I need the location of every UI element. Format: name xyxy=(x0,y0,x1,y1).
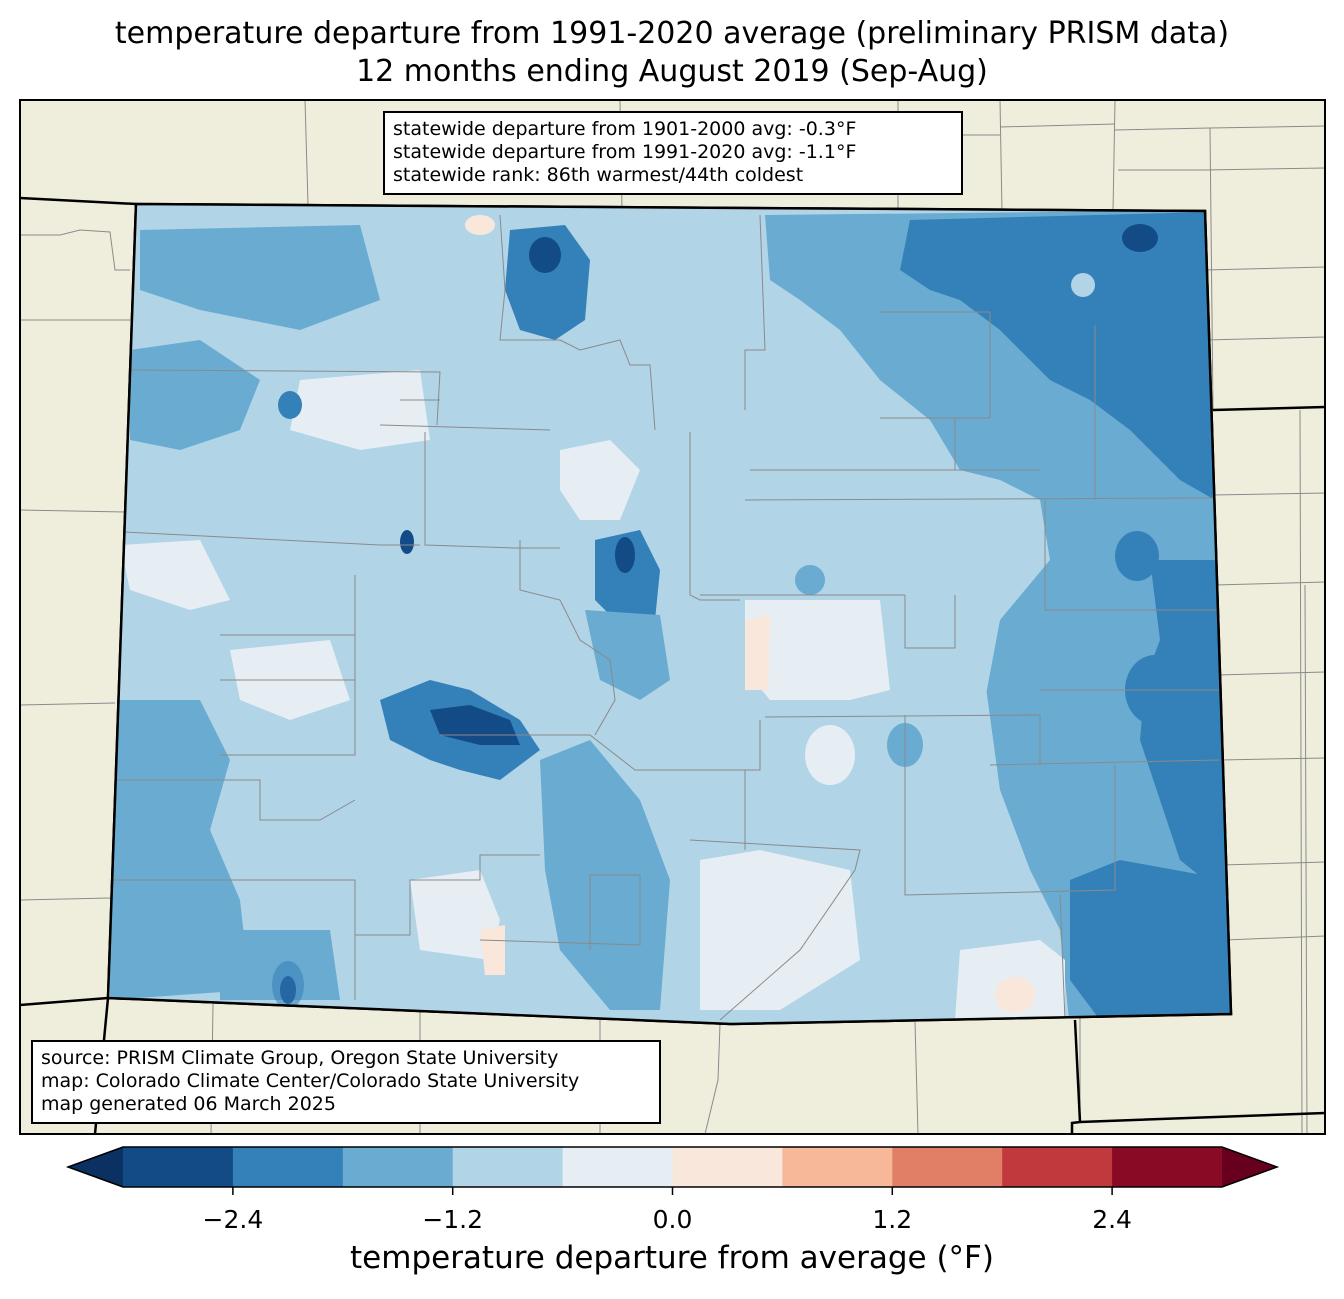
se-blob xyxy=(1120,942,1160,978)
west-dark-blob xyxy=(278,391,302,419)
ne-dark-blue xyxy=(900,212,1215,500)
north-pink xyxy=(465,215,495,235)
colorbar-bin xyxy=(782,1147,893,1187)
south-pink xyxy=(480,925,505,975)
map-frame xyxy=(19,99,1326,1135)
south-white xyxy=(410,870,500,960)
colorbar-tick-label: 0.0 xyxy=(652,1205,693,1234)
front-range-darkest xyxy=(615,537,635,573)
north-park-darkest xyxy=(529,237,561,273)
central-white-corridor xyxy=(560,440,640,520)
colorbar-tick-label: −2.4 xyxy=(202,1205,264,1234)
colorbar-label: temperature departure from average (°F) xyxy=(350,1240,994,1276)
stats-line-1901-2000: statewide departure from 1901-2000 avg: … xyxy=(393,118,857,140)
statewide-stats-box: statewide departure from 1901-2000 avg: … xyxy=(383,111,963,195)
colorbar-outline xyxy=(65,1146,1280,1188)
north-park-dark xyxy=(505,225,590,340)
se-pink xyxy=(995,977,1035,1013)
se-dark-blue-2 xyxy=(1070,860,1230,1020)
colorbar-bin xyxy=(342,1147,454,1187)
south-white-2 xyxy=(700,850,860,1010)
stats-line-rank: statewide rank: 86th warmest/44th coldes… xyxy=(393,164,804,186)
colorbar-tick-label: 1.2 xyxy=(872,1205,913,1234)
colorbar-bin xyxy=(892,1147,1003,1187)
stats-line-1991-2020: statewide departure from 1991-2020 avg: … xyxy=(393,141,857,163)
west-white-patch-2 xyxy=(120,540,230,610)
colorado-border xyxy=(106,202,1233,1026)
ne-light-spot xyxy=(1071,273,1095,297)
west-medium-blue-3 xyxy=(140,225,380,330)
source-box: source: PRISM Climate Group, Oregon Stat… xyxy=(31,1040,661,1124)
colorbar-bin xyxy=(123,1147,234,1187)
central-east-white xyxy=(745,600,890,700)
colorbar-under-arrow xyxy=(68,1147,123,1187)
colorbar-bin xyxy=(672,1147,783,1187)
colorbar-over-arrow xyxy=(1222,1147,1277,1187)
temperature-field xyxy=(108,204,1231,1024)
generated-date-line: map generated 06 March 2025 xyxy=(41,1093,336,1115)
colorbar-bin xyxy=(452,1147,564,1187)
east-blob-1 xyxy=(1115,531,1159,581)
colorbar-tick-label: 2.4 xyxy=(1092,1205,1132,1234)
front-range-medium xyxy=(585,610,670,700)
colorbar xyxy=(65,1146,1280,1195)
colorbar-bin xyxy=(1112,1147,1223,1187)
sw-dark-spot xyxy=(272,961,304,1009)
ne-medium-spot xyxy=(840,272,890,308)
west-darkest-spot xyxy=(400,530,414,554)
source-line: source: PRISM Climate Group, Oregon Stat… xyxy=(41,1047,559,1069)
se-dark-blue xyxy=(1140,560,1230,900)
colorbar-tick-label: −1.2 xyxy=(422,1205,484,1234)
map-credit-line: map: Colorado Climate Center/Colorado St… xyxy=(41,1070,580,1092)
east-medium-blob-2 xyxy=(795,565,825,595)
map-title-line1: temperature departure from 1991-2020 ave… xyxy=(114,16,1230,51)
central-pink xyxy=(745,615,770,690)
east-white-oval xyxy=(805,725,855,785)
west-white-patch xyxy=(290,370,430,450)
west-medium-blue xyxy=(130,340,260,450)
west-medium-blue-2 xyxy=(110,700,250,1000)
colorbar-bin xyxy=(232,1147,344,1187)
colorbar-bin xyxy=(1002,1147,1113,1187)
ne-darkest-spot xyxy=(1122,224,1158,252)
front-range-dark xyxy=(595,530,660,625)
map-title-line2: 12 months ending August 2019 (Sep-Aug) xyxy=(356,54,988,89)
county-lines xyxy=(110,214,1221,1021)
colorbar-bin xyxy=(562,1147,673,1187)
